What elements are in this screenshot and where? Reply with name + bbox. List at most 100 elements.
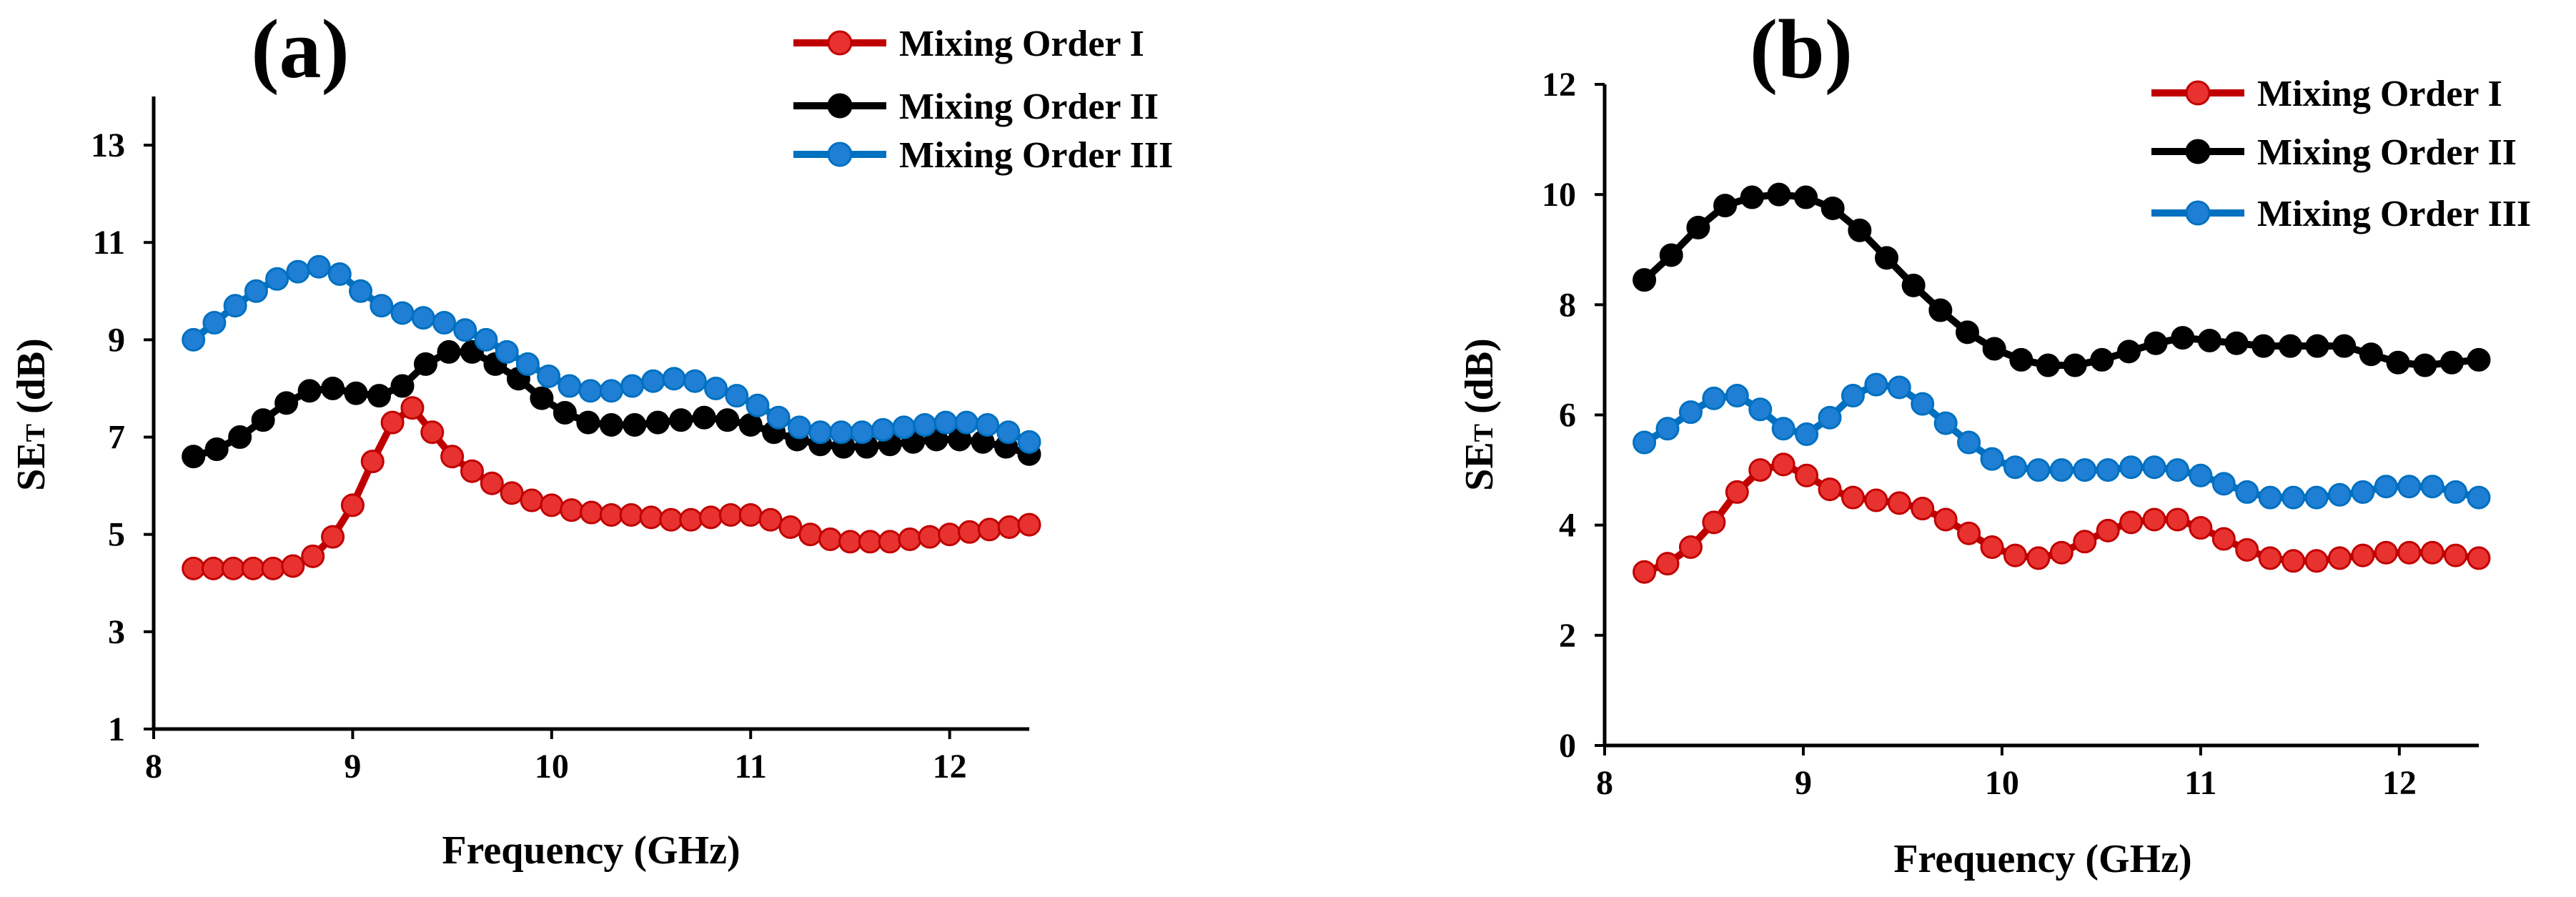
x-tick-label: 12 (933, 748, 967, 786)
data-point (560, 498, 584, 522)
data-point (2467, 485, 2491, 510)
data-point (2096, 518, 2120, 542)
data-point (2359, 342, 2383, 367)
data-point (692, 405, 716, 430)
x-tick-label: 12 (2382, 764, 2417, 802)
legend-marker (827, 93, 853, 119)
data-point (1864, 488, 1888, 512)
data-point (2116, 340, 2141, 364)
data-point (918, 525, 942, 549)
data-point (745, 393, 770, 417)
y-tick-label: 3 (108, 613, 125, 651)
y-tick-label: 8 (1559, 286, 1576, 324)
y-tick-label: 7 (108, 419, 125, 457)
data-point (411, 306, 435, 330)
data-point (2144, 331, 2168, 355)
data-point (1017, 512, 1041, 537)
data-point (798, 522, 823, 547)
series-2 (1633, 182, 2491, 377)
data-point (1887, 375, 1911, 400)
data-point (1901, 273, 1926, 297)
data-point (1659, 243, 1683, 267)
legend-label: Mixing Order I (899, 24, 1144, 64)
data-point (1655, 417, 1680, 441)
data-point (683, 369, 707, 393)
data-point (578, 379, 603, 403)
data-point (858, 530, 882, 554)
data-point (976, 413, 1000, 437)
data-point (898, 527, 922, 551)
data-point (938, 522, 962, 547)
data-point (1655, 552, 1680, 576)
data-point (1818, 477, 1842, 502)
data-point (871, 417, 895, 442)
data-point (996, 420, 1021, 445)
data-point (704, 376, 728, 400)
data-point (530, 386, 554, 410)
data-point (432, 311, 456, 335)
data-point (261, 556, 285, 580)
data-point (580, 500, 603, 525)
data-point (307, 254, 331, 279)
data-point (520, 488, 544, 512)
y-tick-label: 4 (1559, 507, 1576, 545)
data-point (558, 374, 582, 398)
data-point (2351, 480, 2375, 504)
data-point (1633, 560, 1657, 584)
data-point (281, 554, 305, 578)
data-point (2351, 543, 2375, 568)
data-point (2374, 540, 2398, 565)
data-point (1982, 337, 2006, 361)
data-point (2332, 334, 2357, 358)
data-point (2327, 546, 2352, 570)
data-point (957, 520, 981, 544)
data-point (2211, 527, 2236, 551)
x-tick-label: 10 (1985, 764, 2019, 802)
data-point (1686, 215, 1710, 239)
data-point (2009, 347, 2033, 372)
data-point (1678, 535, 1703, 559)
data-point (2096, 458, 2120, 482)
data-point (892, 415, 916, 440)
data-point (1957, 521, 1981, 545)
data-point (1748, 458, 1773, 482)
data-point (725, 384, 749, 408)
data-point (515, 352, 540, 376)
data-point (2258, 485, 2282, 510)
data-point (1955, 320, 1979, 345)
series-1 (182, 396, 1041, 580)
data-point (1748, 397, 1773, 422)
data-point (2304, 549, 2329, 573)
data-point (1795, 422, 1819, 446)
data-point (669, 408, 693, 432)
legend-marker (2185, 200, 2211, 226)
data-point (2413, 353, 2437, 377)
data-point (1771, 452, 1795, 477)
data-point (2189, 516, 2213, 540)
data-point (850, 420, 874, 445)
data-point (327, 262, 352, 286)
data-point (1740, 185, 1764, 209)
legend-marker (827, 142, 853, 167)
data-point (182, 445, 206, 469)
data-point (420, 420, 445, 445)
data-point (619, 502, 643, 527)
data-point (1725, 384, 1749, 408)
data-point (460, 459, 484, 483)
data-point (453, 318, 477, 342)
data-point (340, 493, 365, 517)
data-point (2327, 482, 2352, 507)
data-point (400, 396, 425, 420)
y-tick-label: 1 (108, 710, 125, 748)
series-3 (182, 254, 1041, 454)
data-point (367, 384, 392, 408)
data-point (500, 481, 524, 505)
data-point (204, 437, 229, 462)
data-point (1841, 485, 1865, 510)
y-tick-label: 13 (91, 127, 125, 164)
y-tick-label: 0 (1559, 727, 1576, 765)
series-1 (1633, 452, 2491, 584)
data-point (344, 381, 368, 405)
data-point (1980, 447, 2004, 471)
data-point (1820, 196, 1845, 220)
